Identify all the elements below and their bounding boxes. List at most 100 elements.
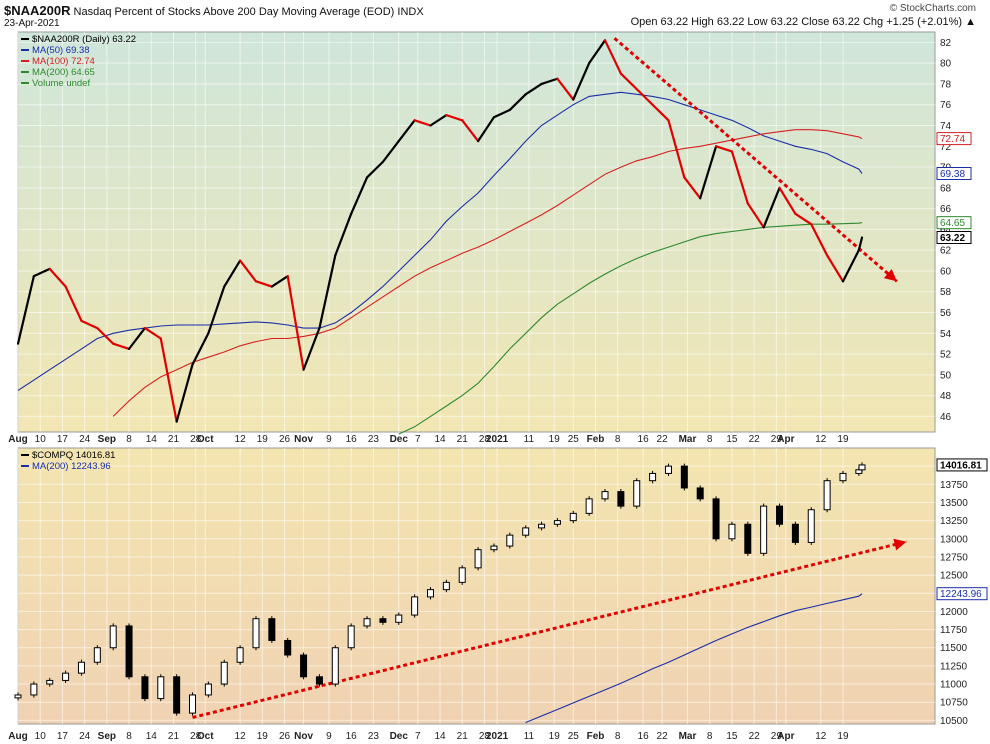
candle-body <box>30 683 38 696</box>
x-tick-label: Mar <box>679 731 697 742</box>
y-tick-label: 74 <box>940 121 952 132</box>
x-tick-label: 25 <box>568 731 580 742</box>
price-segment <box>667 119 686 179</box>
candle-body <box>791 523 799 543</box>
x-tick-label: 21 <box>168 434 180 445</box>
price-segment <box>159 337 178 423</box>
y-tick-label: 50 <box>940 370 952 381</box>
y-tick-label: 78 <box>940 79 952 90</box>
x-tick-label: 8 <box>615 731 621 742</box>
x-tick-label: Apr <box>777 731 794 742</box>
x-tick-label: 12 <box>235 731 247 742</box>
x-tick-label: Feb <box>587 731 605 742</box>
price-segment <box>778 186 797 215</box>
y-tick-label: 72 <box>940 142 952 153</box>
x-tick-label: 12 <box>235 434 247 445</box>
price-segment <box>429 114 448 127</box>
trendline <box>613 37 898 283</box>
legend-entry: MA(200) 12243.96 <box>32 461 111 472</box>
last-value-box <box>936 231 972 245</box>
trendline-arrowhead <box>883 269 897 282</box>
y-tick-label: 12500 <box>940 571 968 582</box>
y-tick-label: 68 <box>940 183 952 194</box>
x-tick-label: Nov <box>294 731 313 742</box>
legend-entry: MA(200) 64.65 <box>32 67 95 78</box>
candle-body <box>807 509 815 543</box>
chart-header-title: $NAA200R Nasdaq Percent of Stocks Above … <box>4 3 424 18</box>
y-tick-label: 11250 <box>940 661 968 672</box>
x-tick-label: 15 <box>726 731 738 742</box>
y-tick-label: 13000 <box>940 534 968 545</box>
price-segment <box>381 139 400 163</box>
y-tick-label: 10750 <box>940 698 968 709</box>
y-tick-label: 12000 <box>940 607 968 618</box>
price-segment <box>223 259 242 288</box>
candle-body <box>173 676 181 714</box>
candle-body <box>442 581 450 591</box>
candle-body <box>823 480 831 511</box>
price-segment <box>651 103 670 122</box>
x-tick-label: 11 <box>524 434 535 445</box>
price-segment <box>794 212 813 226</box>
legend-entry: $COMPQ 14016.81 <box>32 450 115 461</box>
candle-body <box>347 625 355 649</box>
candle-body <box>601 491 609 500</box>
price-segment <box>64 285 83 322</box>
legend-entry: MA(100) 72.74 <box>32 56 95 67</box>
x-tick-label: Nov <box>294 434 313 445</box>
x-tick-label: 9 <box>326 731 332 742</box>
x-tick-label: 8 <box>126 731 132 742</box>
price-segment <box>334 212 353 257</box>
price-segment <box>175 363 194 423</box>
price-segment <box>540 77 559 86</box>
price-segment <box>254 280 273 288</box>
price-segment <box>588 39 607 65</box>
series-line-ma-100- <box>112 129 863 417</box>
x-tick-label: 28 <box>190 731 202 742</box>
x-tick-label: 10 <box>35 434 47 445</box>
x-tick-label: 8 <box>126 434 132 445</box>
price-segment <box>524 82 543 96</box>
price-segment <box>286 275 305 371</box>
candle-body <box>141 676 149 700</box>
candle-body <box>300 654 308 678</box>
price-segment <box>445 114 464 122</box>
x-tick-label: 22 <box>749 731 761 742</box>
x-tick-label: 16 <box>346 434 358 445</box>
legend-entry: $NAA200R (Daily) 63.22 <box>32 34 136 45</box>
x-tick-label: 19 <box>257 434 269 445</box>
series-line-ma-50- <box>17 91 863 391</box>
y-tick-label: 48 <box>940 391 952 402</box>
candle-body <box>680 465 688 489</box>
candle-body <box>728 523 736 540</box>
y-tick-label: 12750 <box>940 552 968 563</box>
x-tick-label: 21 <box>457 731 469 742</box>
y-tick-label: 46 <box>940 412 952 423</box>
x-tick-label: 23 <box>368 434 380 445</box>
candle-body <box>617 491 625 507</box>
last-value-box <box>936 587 988 601</box>
price-segment <box>683 176 702 200</box>
x-tick-label: 19 <box>549 434 561 445</box>
price-segment <box>318 254 337 330</box>
x-tick-label: 8 <box>707 434 713 445</box>
candle-body <box>268 618 276 641</box>
price-segment <box>302 327 321 371</box>
last-value-box <box>936 458 988 472</box>
candle-body <box>522 527 530 536</box>
candle-body <box>411 596 419 616</box>
x-tick-label: 16 <box>346 731 358 742</box>
x-tick-label: Feb <box>587 434 605 445</box>
x-tick-label: 19 <box>257 731 269 742</box>
candle-body <box>220 661 228 685</box>
plot-area-bottom <box>17 447 936 725</box>
y-tick-label: 52 <box>940 350 952 361</box>
y-tick-label: 54 <box>940 329 952 340</box>
y-tick-label: 64 <box>940 225 952 236</box>
x-tick-label: Oct <box>197 434 214 445</box>
candle-body <box>553 520 561 525</box>
y-tick-label: 11500 <box>940 643 968 654</box>
price-segment <box>270 275 289 288</box>
price-segment <box>841 249 860 283</box>
